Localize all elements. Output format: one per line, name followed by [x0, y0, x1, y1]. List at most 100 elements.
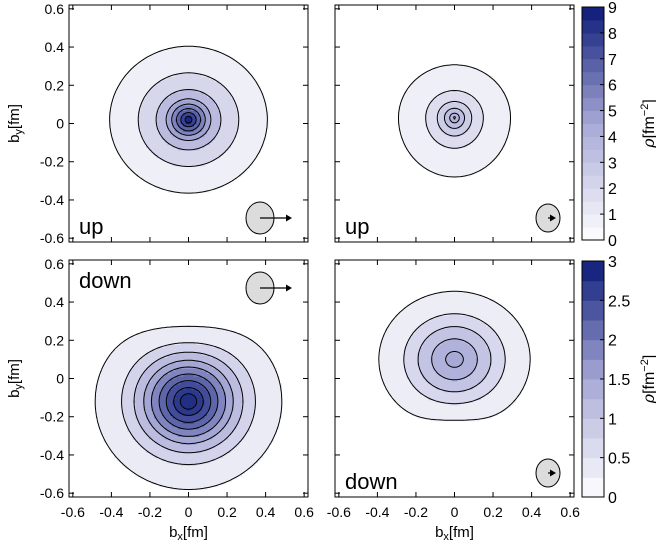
density-cell [199, 141, 203, 146]
density-cell [138, 134, 142, 138]
density-cell [204, 173, 208, 177]
density-cell [422, 84, 426, 88]
density-cell [236, 120, 240, 125]
density-cell [414, 97, 418, 101]
density-cell [132, 444, 136, 448]
density-cell [467, 163, 472, 167]
density-cell [127, 84, 131, 88]
density-cell [430, 118, 434, 122]
density-cell [185, 105, 190, 109]
density-cell [438, 99, 442, 104]
density-cell [233, 123, 237, 127]
density-cell [138, 473, 142, 477]
density-cell [473, 86, 477, 90]
density-cell [164, 176, 168, 180]
density-cell [167, 454, 171, 459]
density-cell [148, 86, 152, 90]
density-cell [425, 102, 429, 106]
density-cell [161, 110, 166, 114]
density-cell [193, 478, 198, 482]
density-cell [169, 149, 174, 154]
density-cell [167, 157, 171, 161]
density-cell [148, 478, 152, 482]
density-cell [414, 86, 418, 90]
density-cell [249, 152, 253, 156]
density-cell [167, 49, 171, 53]
density-cell [188, 76, 192, 80]
density-cell [462, 123, 466, 127]
density-cell [212, 157, 216, 161]
density-cell [238, 70, 243, 75]
density-cell [496, 126, 501, 130]
density-cell [140, 131, 144, 135]
density-cell [177, 57, 182, 61]
density-cell [502, 107, 506, 111]
density-cell [430, 144, 434, 148]
density-cell [204, 454, 208, 459]
density-cell [478, 81, 482, 85]
density-cell [153, 465, 158, 469]
density-cell [175, 163, 179, 167]
density-cell [412, 102, 416, 106]
density-cell [215, 184, 219, 188]
density-cell [462, 149, 466, 154]
density-cell [204, 163, 208, 167]
density-cell [238, 470, 243, 474]
density-cell [212, 105, 216, 109]
density-cell [135, 149, 139, 154]
density-cell [153, 115, 158, 119]
density-cell [457, 97, 461, 101]
density-cell [465, 97, 469, 101]
density-cell [116, 144, 121, 148]
density-cell [153, 178, 158, 183]
density-cell [135, 468, 139, 472]
density-cell [260, 107, 264, 111]
density-cell [467, 131, 472, 135]
density-cell [443, 170, 448, 175]
density-cell [175, 86, 179, 90]
density-cell [252, 78, 256, 82]
density-cell [419, 157, 424, 161]
density-cell [201, 107, 206, 111]
density-cell [425, 147, 429, 151]
density-cell [114, 112, 118, 117]
density-cell [114, 110, 118, 114]
density-cell [207, 147, 211, 151]
density-cell [504, 110, 509, 114]
density-cell [161, 144, 166, 148]
density-cell [191, 473, 195, 477]
density-cell [238, 126, 243, 130]
density-cell [254, 139, 259, 143]
density-cell [430, 115, 434, 119]
density-cell [209, 481, 213, 485]
density-cell [183, 86, 187, 90]
density-cell [135, 131, 139, 135]
density-cell [217, 120, 221, 125]
density-cell [140, 62, 144, 67]
density-cell [230, 152, 235, 156]
density-cell [185, 86, 190, 90]
density-cell [191, 110, 195, 114]
density-cell [191, 444, 195, 448]
density-cell [494, 84, 498, 88]
density-cell [491, 139, 495, 143]
density-cell [167, 134, 171, 138]
density-cell [459, 86, 464, 90]
density-cell [148, 181, 152, 185]
density-cell [119, 128, 123, 132]
density-cell [459, 105, 464, 109]
density-cell [159, 84, 163, 88]
density-cell [114, 449, 118, 453]
density-cell [209, 86, 213, 90]
density-cell [223, 62, 227, 67]
density-cell [159, 465, 163, 469]
density-cell [135, 441, 139, 445]
density-cell [153, 144, 158, 148]
density-cell [196, 186, 200, 190]
density-cell [236, 152, 240, 156]
density-cell [230, 102, 235, 106]
density-cell [438, 102, 442, 106]
density-cell [228, 97, 232, 101]
density-cell [153, 141, 158, 146]
density-cell [223, 105, 227, 109]
